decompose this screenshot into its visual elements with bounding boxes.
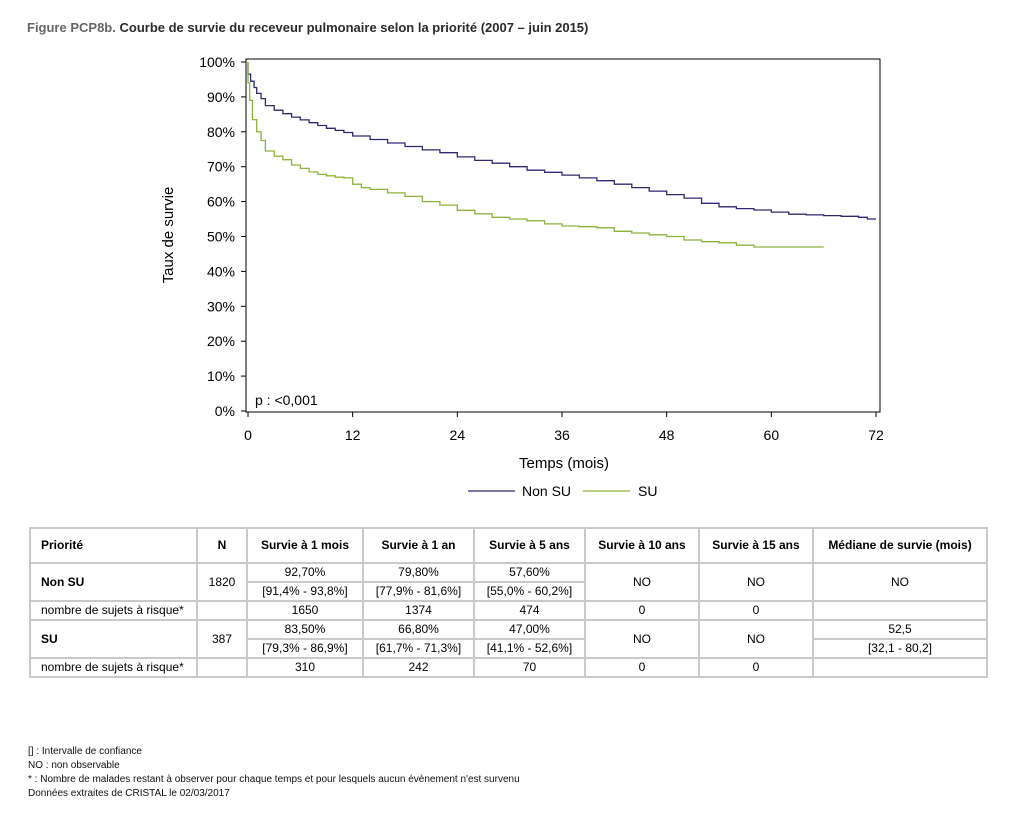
results-table: Priorité N Survie à 1 mois Survie à 1 an… <box>29 527 988 678</box>
table-row: Non SU 1820 92,70% 79,80% 57,60% NO NO N… <box>29 562 988 602</box>
y-tick-label: 30% <box>207 298 235 314</box>
estimate-cell: 92,70% <box>246 562 364 583</box>
footnotes: [] : Intervalle de confiance NO : non ob… <box>28 745 520 801</box>
x-tick-label: 36 <box>554 427 570 443</box>
y-tick-label: 50% <box>207 229 235 245</box>
empty-cell <box>812 657 988 678</box>
x-tick-label: 24 <box>450 427 466 443</box>
survival-15-cell: NO <box>698 562 814 602</box>
risk-cell: 1374 <box>362 600 475 621</box>
risk-label: nombre de sujets à risque* <box>29 657 198 678</box>
x-tick-label: 12 <box>345 427 361 443</box>
header-n: N <box>196 527 248 564</box>
risk-cell: 474 <box>473 600 586 621</box>
estimate-cell: 47,00% <box>473 619 586 640</box>
estimate-cell: 57,60% <box>473 562 586 583</box>
legend-label-non-su: Non SU <box>522 483 571 499</box>
estimate-cell: 79,80% <box>362 562 475 583</box>
ci-cell: [79,3% - 86,9%] <box>246 638 364 659</box>
header-survie-1-mois: Survie à 1 mois <box>246 527 364 564</box>
x-tick-label: 72 <box>868 427 884 443</box>
y-tick-label: 60% <box>207 194 235 210</box>
y-tick-label: 0% <box>215 403 235 419</box>
ci-cell: [91,4% - 93,8%] <box>246 581 364 602</box>
footnote: [] : Intervalle de confiance <box>28 746 142 757</box>
y-axis: 0% 10% 20% 30% 40% 50% 60% 70% 80% 90% 100% <box>199 54 246 419</box>
median-cell: 52,5 <box>812 619 988 640</box>
group-n: 1820 <box>196 562 248 602</box>
y-tick-label: 20% <box>207 333 235 349</box>
group-name: SU <box>29 619 198 659</box>
figure-label: Figure PCP8b. <box>27 20 116 35</box>
group-name: Non SU <box>29 562 198 602</box>
survival-10-cell: NO <box>584 619 700 659</box>
survival-chart: 0 12 24 36 48 60 72 0% 10% 20% 30% 40% 50% 60% 70% 80%… <box>160 54 884 499</box>
series-line-su <box>247 62 824 248</box>
risk-cell: 0 <box>584 657 700 678</box>
figure-title: Figure PCP8b. Courbe de survie du receve… <box>27 20 588 35</box>
header-mediane: Médiane de survie (mois) <box>812 527 988 564</box>
ci-cell: [41,1% - 52,6%] <box>473 638 586 659</box>
y-tick-label: 10% <box>207 368 235 384</box>
x-tick-label: 48 <box>659 427 675 443</box>
risk-cell: 0 <box>584 600 700 621</box>
legend-label-su: SU <box>638 483 657 499</box>
header-priorite: Priorité <box>29 527 198 564</box>
plot-frame <box>245 58 881 413</box>
table-row: [91,4% - 93,8%] [77,9% - 81,6%] [55,0% -… <box>30 581 987 602</box>
empty-cell <box>196 657 248 678</box>
empty-cell <box>196 600 248 621</box>
y-tick-label: 80% <box>207 124 235 140</box>
risk-cell: 242 <box>362 657 475 678</box>
estimate-cell: 66,80% <box>362 619 475 640</box>
figure-caption: Courbe de survie du receveur pulmonaire … <box>119 20 589 35</box>
header-survie-15-ans: Survie à 15 ans <box>698 527 814 564</box>
header-survie-1-an: Survie à 1 an <box>362 527 475 564</box>
p-value-annotation: p : <0,001 <box>255 392 318 408</box>
footnote: * : Nombre de malades restant à observer… <box>28 774 520 785</box>
table-row: nombre de sujets à risque* 310 242 70 0 … <box>29 657 988 678</box>
risk-label: nombre de sujets à risque* <box>29 600 198 621</box>
footnote: NO : non observable <box>28 760 120 771</box>
median-ci-cell: [32,1 - 80,2] <box>812 638 988 659</box>
ci-cell: [61,7% - 71,3%] <box>362 638 475 659</box>
y-tick-label: 40% <box>207 263 235 279</box>
risk-cell: 70 <box>473 657 586 678</box>
series-line-non-su <box>247 62 876 220</box>
table-row: nombre de sujets à risque* 1650 1374 474… <box>29 600 988 621</box>
x-tick-label: 0 <box>244 427 252 443</box>
risk-cell: 0 <box>698 657 814 678</box>
x-axis: 0 12 24 36 48 60 72 <box>244 412 884 443</box>
table-row: [79,3% - 86,9%] [61,7% - 71,3%] [41,1% -… <box>30 638 988 659</box>
survival-15-cell: NO <box>698 619 814 659</box>
footnote: Données extraites de CRISTAL le 02/03/20… <box>28 788 230 799</box>
table-header-row: Priorité N Survie à 1 mois Survie à 1 an… <box>29 527 988 564</box>
ci-cell: [77,9% - 81,6%] <box>362 581 475 602</box>
risk-cell: 1650 <box>246 600 364 621</box>
estimate-cell: 83,50% <box>246 619 364 640</box>
series-group <box>247 62 876 248</box>
ci-cell: [55,0% - 60,2%] <box>473 581 586 602</box>
y-axis-label: Taux de survie <box>160 187 177 284</box>
empty-cell <box>812 600 988 621</box>
legend: Non SU SU <box>468 483 657 499</box>
table-row: SU 387 83,50% 66,80% 47,00% NO NO 52,5 <box>29 619 988 659</box>
risk-cell: 310 <box>246 657 364 678</box>
risk-cell: 0 <box>698 600 814 621</box>
header-survie-5-ans: Survie à 5 ans <box>473 527 586 564</box>
y-tick-label: 70% <box>207 159 235 175</box>
x-tick-label: 60 <box>764 427 780 443</box>
group-n: 387 <box>196 619 248 659</box>
header-survie-10-ans: Survie à 10 ans <box>584 527 700 564</box>
y-tick-label: 90% <box>207 89 235 105</box>
x-axis-label: Temps (mois) <box>519 455 609 472</box>
median-cell: NO <box>812 562 988 602</box>
survival-10-cell: NO <box>584 562 700 602</box>
y-tick-label: 100% <box>199 54 235 70</box>
